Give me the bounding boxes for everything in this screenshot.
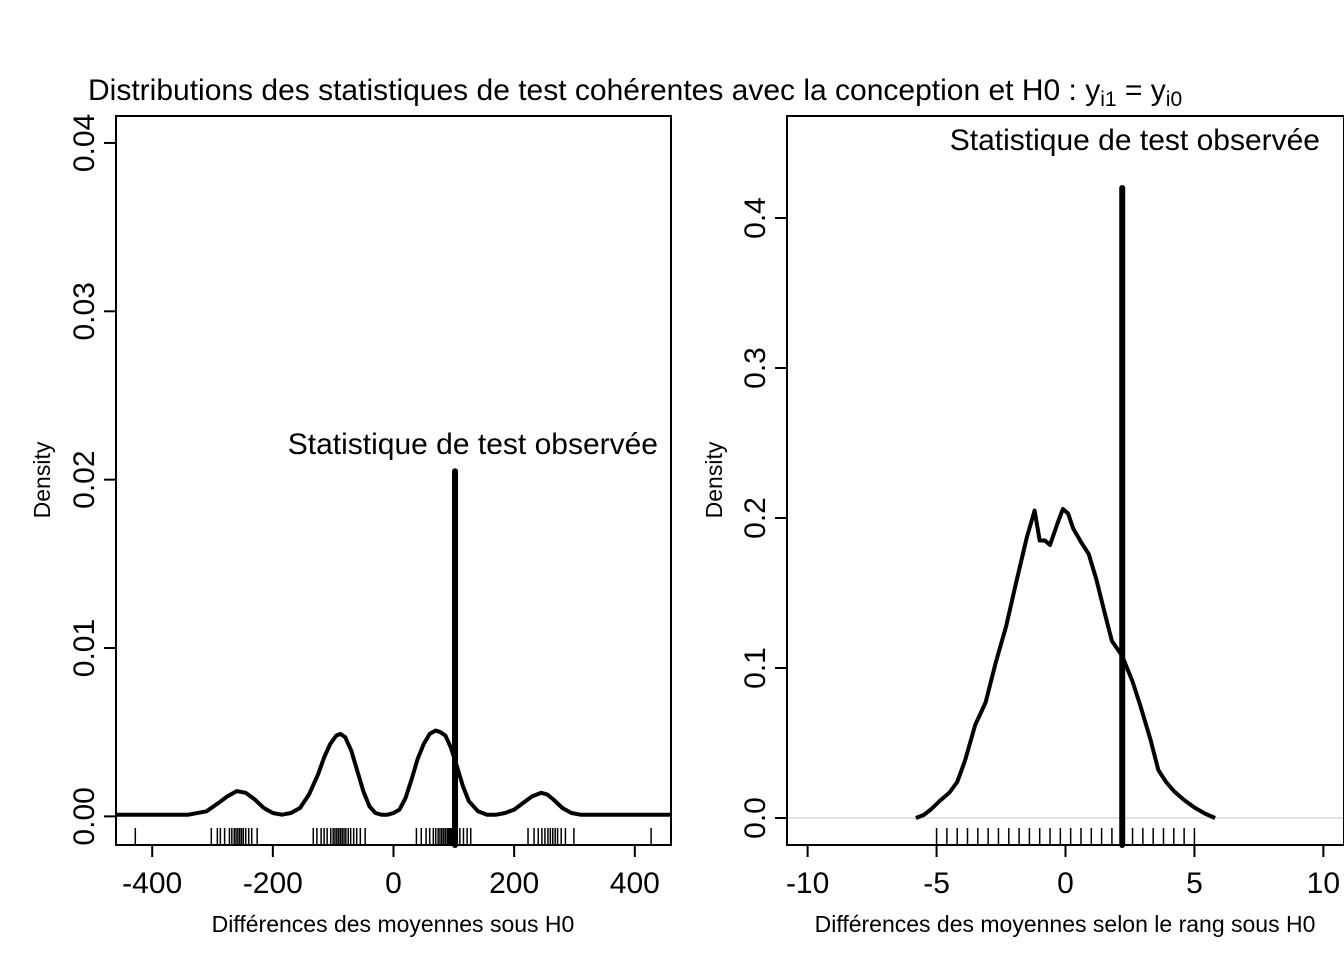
right-x-tick-label: -10 [786, 867, 829, 900]
left-y-tick-label: 0.00 [68, 787, 101, 845]
left-y-tick-label: 0.02 [68, 450, 101, 508]
title-sub-i1: i1 [1100, 88, 1116, 111]
right-y-tick-label: 0.2 [739, 497, 772, 539]
left-x-tick-label: -400 [122, 867, 182, 900]
title-y1: y [1085, 74, 1100, 107]
left-x-axis: -400 -200 0 200 400 [122, 845, 660, 900]
left-x-tick-label: 200 [489, 867, 539, 900]
right-y-tick-label: 0.0 [739, 797, 772, 839]
right-density-curve [915, 507, 1216, 820]
left-x-tick-label: 0 [385, 867, 402, 900]
right-x-tick-label: 10 [1307, 867, 1340, 900]
figure-title: Distributions des statistiques de test c… [88, 74, 1182, 111]
title-sub-i0: i0 [1166, 88, 1182, 111]
title-y0: y [1151, 74, 1166, 107]
right-x-axis-label: Différences des moyennes selon le rang s… [815, 911, 1316, 937]
left-x-axis-label: Différences des moyennes sous H0 [212, 911, 575, 937]
right-y-tick-label: 0.1 [739, 647, 772, 689]
left-density-panel: -400 -200 0 200 400 0.00 0.01 0.02 0.03 0.04 Sta… [29, 114, 672, 937]
left-rug [134, 828, 652, 845]
left-density-curve [116, 728, 671, 817]
left-y-tick-label: 0.04 [68, 114, 101, 172]
left-plot-frame [115, 115, 672, 846]
right-x-tick-label: 0 [1057, 867, 1074, 900]
left-x-tick-label: -200 [243, 867, 303, 900]
title-main-text: Distributions des statistiques de test c… [88, 74, 1085, 107]
title-equals: = [1117, 74, 1151, 107]
left-observed-stat-label: Statistique de test observée [288, 428, 658, 461]
right-y-tick-label: 0.4 [739, 197, 772, 239]
left-y-tick-label: 0.01 [68, 619, 101, 677]
right-y-tick-label: 0.3 [739, 347, 772, 389]
left-y-tick-label: 0.03 [68, 282, 101, 340]
right-y-axis: 0.0 0.1 0.2 0.3 0.4 [739, 197, 787, 839]
left-y-axis: 0.00 0.01 0.02 0.03 0.04 [68, 114, 116, 846]
left-x-tick-label: 400 [610, 867, 660, 900]
right-x-tick-label: 5 [1186, 867, 1203, 900]
right-plot-frame [786, 115, 1344, 846]
right-x-tick-label: -5 [923, 867, 950, 900]
right-y-axis-label: Density [701, 441, 727, 518]
right-observed-stat-label: Statistique de test observée [950, 124, 1320, 157]
right-x-axis: -10 -5 0 5 10 [786, 845, 1340, 900]
left-y-axis-label: Density [29, 441, 55, 518]
right-rug [935, 828, 1196, 845]
right-density-panel: -10 -5 0 5 10 0.0 0.1 0.2 0.3 0.4 Statistique de… [701, 115, 1344, 937]
